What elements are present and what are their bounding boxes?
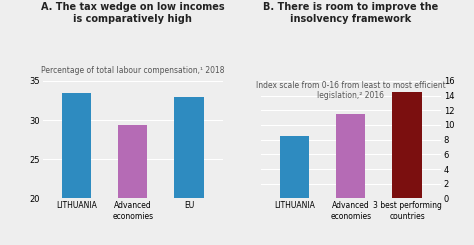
Bar [174, 97, 204, 245]
Text: Index scale from 0-16 from least to most efficient
legislation,² 2016: Index scale from 0-16 from least to most… [256, 81, 446, 100]
Text: A. The tax wedge on low incomes
is comparatively high: A. The tax wedge on low incomes is compa… [41, 2, 225, 24]
Bar [118, 125, 147, 245]
Text: Percentage of total labour compensation,¹ 2018: Percentage of total labour compensation,… [41, 66, 225, 75]
Text: B. There is room to improve the
insolvency framework: B. There is room to improve the insolven… [263, 2, 438, 24]
Bar [336, 114, 365, 198]
Bar [62, 93, 91, 245]
Bar [392, 92, 422, 198]
Bar [280, 136, 309, 198]
